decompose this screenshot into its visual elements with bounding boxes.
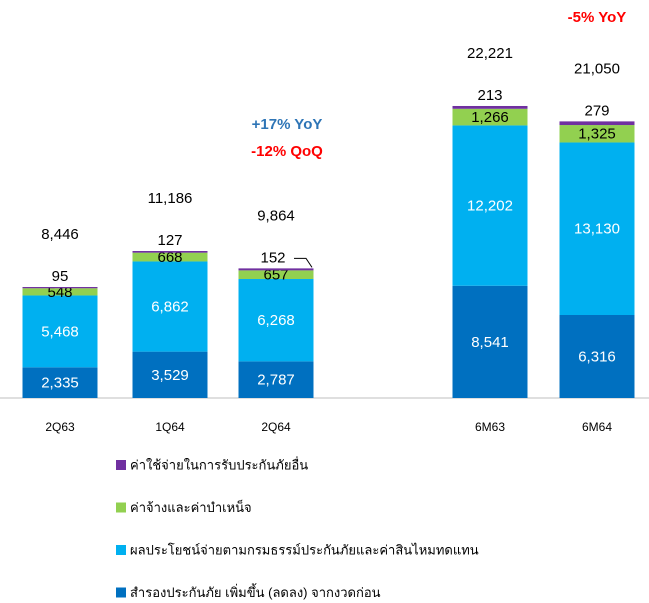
bar-segment (238, 279, 314, 362)
legend-label: ค่าจ้างและค่าบำเหน็จ (130, 498, 252, 515)
data-label: 668 (157, 249, 182, 266)
legend-label: ค่าใช้จ่ายในการรับประกันภัยอื่น (130, 456, 308, 472)
data-label: 12,202 (467, 198, 513, 215)
x-tick-label: 6M63 (475, 420, 505, 434)
data-label: 152 (260, 249, 285, 266)
bar-segment (452, 108, 528, 126)
legend-swatch (116, 545, 126, 555)
total-label: 9,864 (257, 207, 295, 224)
bar-segment (22, 367, 98, 398)
bar-segment (452, 285, 528, 398)
data-label: 6,268 (257, 312, 295, 329)
x-tick-label: 1Q64 (155, 420, 185, 434)
bar-segment (238, 361, 314, 398)
bar-segment (132, 252, 208, 262)
total-label: 22,221 (467, 45, 513, 62)
bar-segment (559, 121, 635, 126)
legend-swatch (116, 460, 126, 470)
annotation: -5% YoY (568, 9, 627, 26)
total-label: 8,446 (41, 226, 79, 243)
data-label: 1,266 (471, 109, 509, 126)
bar-segment (22, 295, 98, 368)
data-label: 2,335 (41, 375, 79, 392)
bar-segment (132, 261, 208, 352)
data-label: 2,787 (257, 372, 295, 389)
legend-label: สำรองประกันภัย เพิ่มขึ้น (ลดลง) จากงวดก่… (130, 583, 381, 600)
data-label: 13,130 (574, 221, 620, 238)
legend-swatch (116, 587, 126, 598)
data-label: 127 (157, 232, 182, 249)
data-label: 1,325 (578, 126, 616, 143)
data-label: 95 (52, 268, 69, 285)
data-label: 6,316 (578, 348, 616, 365)
bar-segment (452, 125, 528, 286)
bar-segment (132, 351, 208, 398)
bar-segment (559, 142, 635, 316)
x-tick-label: 6M64 (582, 420, 612, 434)
x-tick-label: 2Q64 (261, 420, 291, 434)
bar-segment (452, 105, 528, 109)
data-label: 657 (263, 267, 288, 284)
data-label: 213 (477, 87, 502, 104)
bar-segment (22, 287, 98, 289)
total-label: 21,050 (574, 60, 620, 77)
data-label: 5,468 (41, 323, 79, 340)
leader-line (294, 257, 313, 268)
data-label: 3,529 (151, 367, 189, 384)
annotation: +17% YoY (252, 116, 323, 133)
bar-segment (238, 268, 314, 271)
data-label: 8,541 (471, 334, 509, 351)
annotation: -12% QoQ (251, 143, 323, 160)
x-tick-label: 2Q63 (45, 420, 75, 434)
legend-label: ผลประโยชน์จ่ายตามกรมธรรม์ประกันภัยและค่า… (130, 542, 479, 557)
bar-segment (22, 288, 98, 296)
bar-segment (559, 315, 635, 398)
total-label: 11,186 (148, 190, 193, 207)
bar-segment (132, 251, 208, 253)
data-label: 6,862 (151, 299, 189, 316)
data-label: 548 (47, 284, 72, 301)
bar-segment (238, 270, 314, 280)
legend-swatch (116, 502, 126, 513)
data-label: 279 (584, 102, 609, 119)
bar-segment (559, 125, 635, 143)
